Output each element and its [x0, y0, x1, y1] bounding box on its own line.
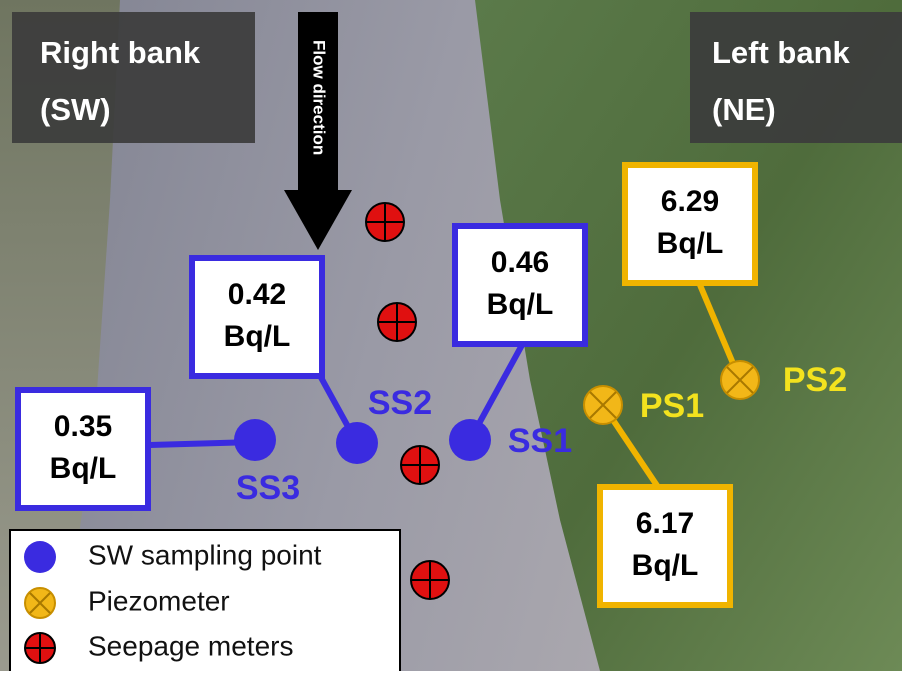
sw-sampling-point [449, 419, 491, 461]
sw-sampling-point [336, 422, 378, 464]
value-box [455, 226, 585, 344]
seepage-meter [366, 203, 404, 241]
value-text: 6.17 [636, 507, 694, 540]
unit-text: Bq/L [632, 549, 699, 582]
value-box [192, 258, 322, 376]
unit-text: Bq/L [487, 288, 554, 321]
legend-symbol [25, 588, 55, 618]
bank-label: (NE) [712, 92, 776, 127]
sw-sampling-point [234, 419, 276, 461]
bank-label: (SW) [40, 92, 111, 127]
flow-label: Flow direction [310, 40, 329, 155]
point-label: PS1 [640, 387, 704, 425]
seepage-meter [401, 446, 439, 484]
annotated-aerial-map: Right bank (SW) Left bank (NE) Flow dire… [0, 0, 902, 671]
value-box [600, 487, 730, 605]
bank-label: Left bank [712, 35, 851, 70]
unit-text: Bq/L [50, 452, 117, 485]
unit-text: Bq/L [657, 227, 724, 260]
value-text: 0.42 [228, 278, 286, 311]
value-text: 0.35 [54, 410, 112, 443]
legend-label: SW sampling point [88, 539, 322, 570]
value-text: 6.29 [661, 185, 719, 218]
point-label: SS1 [508, 422, 572, 460]
bank-label: Right bank [40, 35, 201, 70]
point-label: SS3 [236, 469, 300, 507]
value-box [18, 390, 148, 508]
legend-label: Seepage meters [88, 630, 293, 661]
legend-label: Piezometer [88, 585, 230, 616]
seepage-meter [378, 303, 416, 341]
legend-symbol [24, 541, 56, 573]
value-text: 0.46 [491, 246, 549, 279]
unit-text: Bq/L [224, 320, 291, 353]
point-label: PS2 [783, 361, 847, 399]
value-box [625, 165, 755, 283]
point-label: SS2 [368, 384, 432, 422]
legend-symbol [25, 633, 55, 663]
seepage-meter [411, 561, 449, 599]
